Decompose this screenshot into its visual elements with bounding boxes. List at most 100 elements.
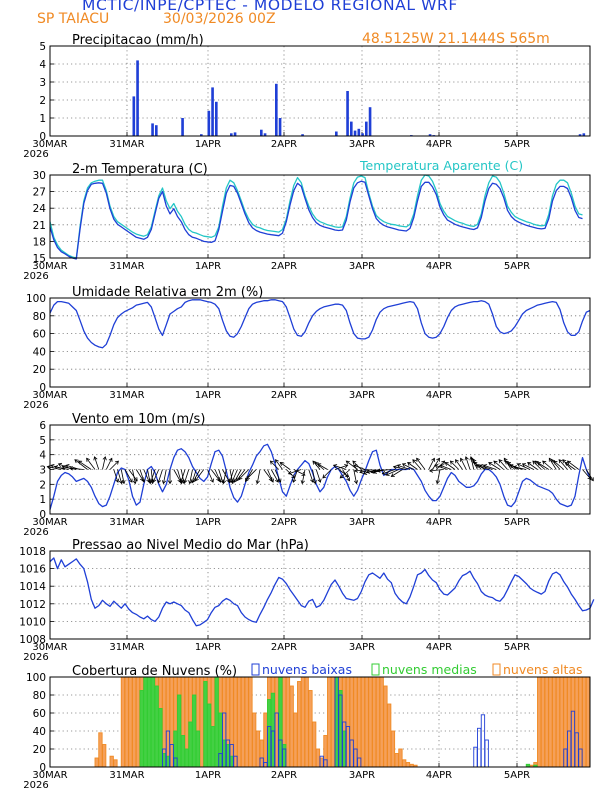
wind-arrow-head [152, 478, 157, 483]
wind-arrow [105, 458, 113, 470]
x-tick-label: 5APR [504, 139, 530, 150]
y-tick-label: 1012 [19, 599, 46, 611]
cloud-high-bar [585, 676, 591, 768]
cloud-high-bar [364, 676, 369, 768]
cloud-mid-bar [334, 676, 339, 768]
cloud-high-bar [120, 676, 126, 768]
cloud-high-bar [405, 762, 411, 768]
wind-arrow [189, 469, 193, 484]
wind-arrow [147, 469, 151, 484]
wind-arrow [207, 469, 214, 483]
precip-bar [357, 128, 361, 136]
wind-arrow-head [401, 463, 407, 468]
wind-arrow [74, 459, 88, 470]
x-tick-label: 5APR [504, 770, 530, 781]
y-tick-label: 1010 [19, 616, 46, 628]
y-tick-label: 24 [33, 203, 47, 215]
wind-arrow [152, 469, 160, 483]
wind-arrow-head [435, 480, 440, 485]
page-title: MCTIC/INPE/CPTEC - MODELO REGIONAL WRF [82, 0, 458, 14]
y-tick-label: 1 [39, 113, 46, 125]
wind-arrow-head [167, 480, 173, 485]
wind-arrow-head [194, 477, 199, 482]
y-tick-label: 1016 [19, 564, 46, 576]
y-tick-label: 20 [33, 364, 46, 376]
wind-arrow [385, 469, 399, 476]
x-tick-label: 3APR [349, 139, 375, 150]
y-tick-label: 100 [26, 293, 46, 305]
y-tick-label: 0 [39, 382, 46, 394]
cloud-high-bar [244, 676, 249, 768]
location-label: SP TAIACU [37, 11, 110, 27]
x-tick-label: 1APR [195, 261, 221, 272]
wind-arrow-head [133, 477, 138, 482]
wind-arrow-head [61, 465, 66, 470]
cloud-mid-bar [278, 676, 283, 768]
wind-arrow [353, 464, 366, 470]
wind-arrow [537, 462, 549, 470]
wind-arrow-head [370, 469, 375, 474]
precip-bar [200, 134, 203, 136]
precip-bar [263, 133, 267, 136]
wind-arrow [120, 469, 125, 484]
plot-frame [49, 676, 591, 768]
wind-arrow-head [589, 477, 594, 482]
cloud-high-bar [398, 748, 403, 768]
cloud-mid-bar [210, 726, 216, 768]
wind-arrow [567, 460, 579, 470]
wind-arrow [488, 462, 501, 470]
wind-arrow [270, 460, 280, 470]
cloud-mid-bar [270, 692, 276, 768]
wind-arrow-head [516, 463, 521, 468]
wind-arrow [455, 459, 463, 470]
x-year-label: 2026 [23, 271, 48, 282]
cloud-high-bar [375, 676, 381, 768]
y-tick-label: 40 [33, 346, 46, 358]
cloud-high-bar [574, 676, 579, 768]
series-line-vento [49, 443, 591, 510]
precip-bar [136, 60, 139, 136]
wind-arrow [69, 467, 84, 470]
x-year-label: 2026 [23, 780, 48, 791]
cloud-high-bar [132, 676, 137, 768]
wind-arrow [517, 463, 531, 470]
legend-swatch [371, 663, 380, 676]
wind-arrow-head [69, 466, 74, 471]
plot-frame [49, 424, 591, 515]
x-tick-label: 31MAR [109, 517, 144, 528]
cloud-high-bar [312, 721, 317, 768]
wind-arrow-head [115, 478, 120, 483]
cloud-high-bar [330, 676, 336, 768]
cloud-high-bar [259, 739, 264, 768]
wind-arrow-head [372, 469, 377, 474]
cloud-mid-bar [177, 694, 182, 768]
precip-bar [365, 121, 368, 136]
cloud-low-bar [484, 739, 489, 768]
wind-arrow [274, 469, 281, 483]
y-tick-label: 2 [39, 95, 46, 107]
wind-arrow [391, 469, 403, 477]
wind-arrow-head [376, 468, 381, 473]
x-tick-label: 3APR [349, 390, 375, 401]
wind-arrow [353, 469, 357, 484]
x-tick-label: 1APR [195, 770, 221, 781]
wind-arrow [503, 458, 512, 470]
wind-arrow-head [392, 465, 398, 470]
cloud-mid-bar [342, 730, 347, 768]
wind-arrow-head [292, 478, 297, 483]
wind-arrow-head [472, 459, 477, 464]
wind-arrow-head [141, 478, 146, 483]
wind-arrow-head [317, 463, 322, 468]
wind-arrow-head [161, 480, 167, 485]
wind-arrow-head [209, 478, 214, 483]
wind-arrow [444, 462, 456, 470]
station-coords: 48.5125W 21.1444S 565m [362, 31, 550, 47]
wind-arrow [352, 460, 362, 470]
x-tick-label: 4APR [426, 139, 452, 150]
legend-swatch [251, 663, 260, 676]
precip-bar [346, 91, 349, 136]
x-tick-label: 2APR [271, 390, 297, 401]
wind-arrow [334, 464, 348, 470]
legend-nuvens-medias: nuvens medias [382, 662, 477, 677]
precip-bar [301, 134, 304, 136]
